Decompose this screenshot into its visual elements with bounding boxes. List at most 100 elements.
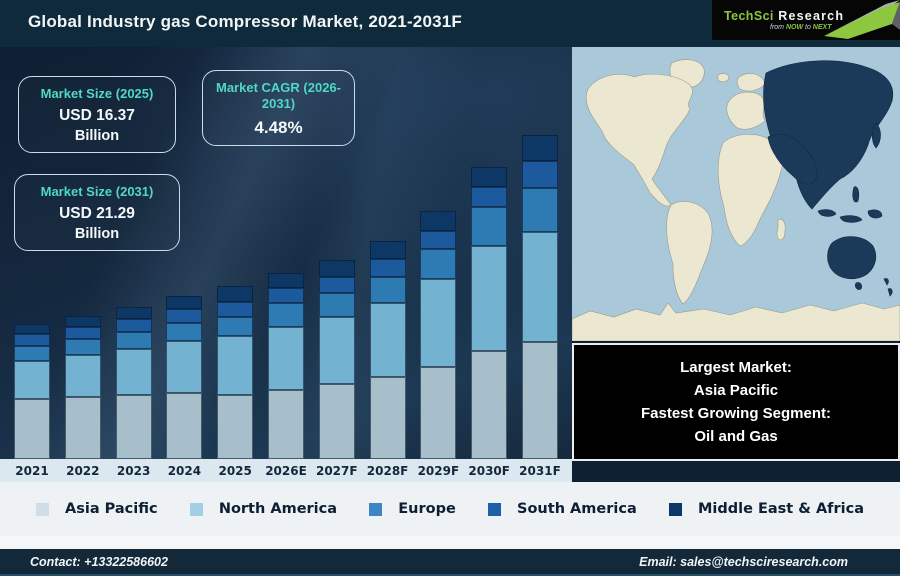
right-panel: Largest Market: Asia Pacific Fastest Gro… bbox=[572, 47, 900, 482]
bar-segment-north-america bbox=[217, 336, 254, 395]
footer-contact: Contact: +13322586602 bbox=[30, 554, 168, 569]
bar-column-2026e bbox=[267, 273, 304, 459]
stat-unit: Billion bbox=[74, 128, 120, 145]
bar-segment-north-america bbox=[14, 361, 50, 399]
page-title: Global Industry gas Compressor Market, 2… bbox=[28, 12, 463, 31]
bar-segment-europe bbox=[217, 317, 254, 336]
map-indonesia-highlight bbox=[817, 209, 837, 217]
x-axis-label-2026e: 2026E bbox=[265, 463, 307, 478]
logo-brand-primary: TechSci bbox=[724, 9, 774, 23]
map-madagascar bbox=[776, 219, 786, 241]
main-content: Market Size (2025) USD 16.37 Billion Mar… bbox=[0, 47, 900, 482]
bar-segment-asia-pacific bbox=[64, 397, 101, 459]
x-axis-label-2024: 2024 bbox=[167, 463, 202, 478]
bar-segment-europe bbox=[369, 277, 406, 303]
legend-label: Middle East & Africa bbox=[697, 501, 864, 517]
logo-text: TechSci Research bbox=[724, 8, 844, 24]
logo-brand-secondary: Research bbox=[778, 9, 845, 23]
legend-item-middle-east-africa: Middle East & Africa bbox=[668, 501, 864, 517]
x-axis-label-2028f: 2028F bbox=[366, 463, 409, 478]
map-tasmania-highlight bbox=[855, 282, 862, 290]
bar-segment-north-america bbox=[318, 317, 355, 384]
bar-segment-europe bbox=[14, 346, 50, 361]
bar-segment-south-america bbox=[521, 161, 558, 188]
map-antarctica bbox=[572, 302, 900, 341]
bar-segment-asia-pacific bbox=[420, 367, 457, 459]
x-axis-label-2021: 2021 bbox=[15, 463, 49, 478]
stat-value: USD 16.37 bbox=[59, 107, 135, 125]
bar-segment-north-america bbox=[115, 349, 152, 395]
legend-swatch-europe bbox=[369, 502, 383, 516]
header-bar: Global Industry gas Compressor Market, 2… bbox=[0, 0, 900, 47]
legend-label: Europe bbox=[398, 501, 456, 517]
legend-label: North America bbox=[218, 501, 338, 517]
bar-column-2027f bbox=[318, 260, 355, 459]
legend-swatch-north-america bbox=[189, 502, 203, 516]
bar-segment-europe bbox=[64, 339, 101, 355]
bar-column-2025 bbox=[217, 286, 254, 459]
stat-label: Market CAGR (2026-2031) bbox=[216, 80, 341, 112]
footer-email: Email: sales@techsciresearch.com bbox=[639, 554, 848, 569]
bar-column-2022 bbox=[64, 316, 101, 459]
bar-segment-middle-east-africa bbox=[115, 307, 152, 319]
bar-segment-middle-east-africa bbox=[217, 286, 254, 302]
stat-value: 4.48% bbox=[254, 117, 303, 137]
world-map bbox=[572, 47, 900, 341]
footer-bar: Contact: +13322586602 Email: sales@techs… bbox=[0, 549, 900, 576]
bar-segment-south-america bbox=[420, 231, 457, 249]
bar-segment-middle-east-africa bbox=[471, 167, 508, 187]
map-new-guinea-highlight bbox=[867, 209, 883, 219]
chart-legend: Asia Pacific North America Europe South Ame… bbox=[0, 482, 900, 536]
bar-segment-north-america bbox=[521, 232, 558, 342]
bar-segment-south-america bbox=[14, 334, 50, 346]
largest-market-callout: Largest Market: Asia Pacific Fastest Gro… bbox=[572, 343, 900, 461]
bar-segment-south-america bbox=[115, 319, 152, 332]
bar-segment-europe bbox=[471, 207, 508, 246]
x-axis-label-2025: 2025 bbox=[218, 463, 252, 478]
bar-column-2028f bbox=[369, 241, 406, 459]
x-axis-strip: 2021 2022 2023 2024 2025 2026E 2027F 2028F 2029F… bbox=[0, 459, 572, 482]
bar-segment-middle-east-africa bbox=[14, 324, 50, 334]
map-scandinavia bbox=[736, 73, 766, 92]
bar-column-2031f bbox=[521, 135, 558, 459]
bar-segment-north-america bbox=[166, 341, 203, 393]
bar-segment-north-america bbox=[420, 279, 457, 367]
x-axis-label-2030f: 2030F bbox=[468, 463, 510, 478]
bar-segment-asia-pacific bbox=[115, 395, 152, 459]
bar-segment-middle-east-africa bbox=[369, 241, 406, 259]
map-australia-highlight bbox=[827, 236, 876, 279]
legend-item-north-america: North America bbox=[189, 501, 338, 517]
legend-item-europe: Europe bbox=[369, 501, 456, 517]
bar-column-2023 bbox=[115, 307, 152, 459]
map-north-america bbox=[585, 73, 693, 207]
bar-segment-asia-pacific bbox=[471, 351, 508, 459]
legend-label: Asia Pacific bbox=[65, 501, 158, 517]
stat-box-market-cagr: Market CAGR (2026-2031) 4.48% bbox=[202, 70, 355, 147]
legend-label: South America bbox=[517, 501, 637, 517]
stat-box-market-size-2025: Market Size (2025) USD 16.37 Billion bbox=[18, 76, 176, 154]
bar-segment-south-america bbox=[64, 327, 101, 339]
bar-segment-north-america bbox=[471, 246, 508, 351]
stat-value: USD 21.29 bbox=[59, 205, 135, 223]
legend-item-asia-pacific: Asia Pacific bbox=[36, 501, 158, 517]
map-philippines-highlight bbox=[852, 186, 860, 203]
bar-segment-europe bbox=[166, 323, 203, 341]
bar-segment-middle-east-africa bbox=[420, 211, 457, 231]
legend-item-south-america: South America bbox=[488, 501, 637, 517]
bar-segment-asia-pacific bbox=[369, 377, 406, 459]
map-iceland bbox=[717, 73, 730, 83]
callout-line: Oil and Gas bbox=[694, 428, 778, 446]
bar-segment-asia-pacific bbox=[267, 390, 304, 459]
bar-segment-south-america bbox=[217, 302, 254, 317]
stat-label: Market Size (2031) bbox=[40, 184, 154, 199]
bar-segment-asia-pacific bbox=[318, 384, 355, 459]
x-axis-label-2022: 2022 bbox=[66, 463, 100, 478]
x-axis-label-2023: 2023 bbox=[116, 463, 151, 478]
bar-segment-middle-east-africa bbox=[521, 135, 558, 161]
bar-column-2030f bbox=[471, 167, 508, 459]
bar-segment-middle-east-africa bbox=[267, 273, 304, 288]
x-axis-label-2029f: 2029F bbox=[417, 463, 460, 478]
stat-box-market-size-2031: Market Size (2031) USD 21.29 Billion bbox=[14, 174, 180, 252]
bar-segment-north-america bbox=[64, 355, 101, 397]
bar-segment-asia-pacific bbox=[166, 393, 203, 459]
